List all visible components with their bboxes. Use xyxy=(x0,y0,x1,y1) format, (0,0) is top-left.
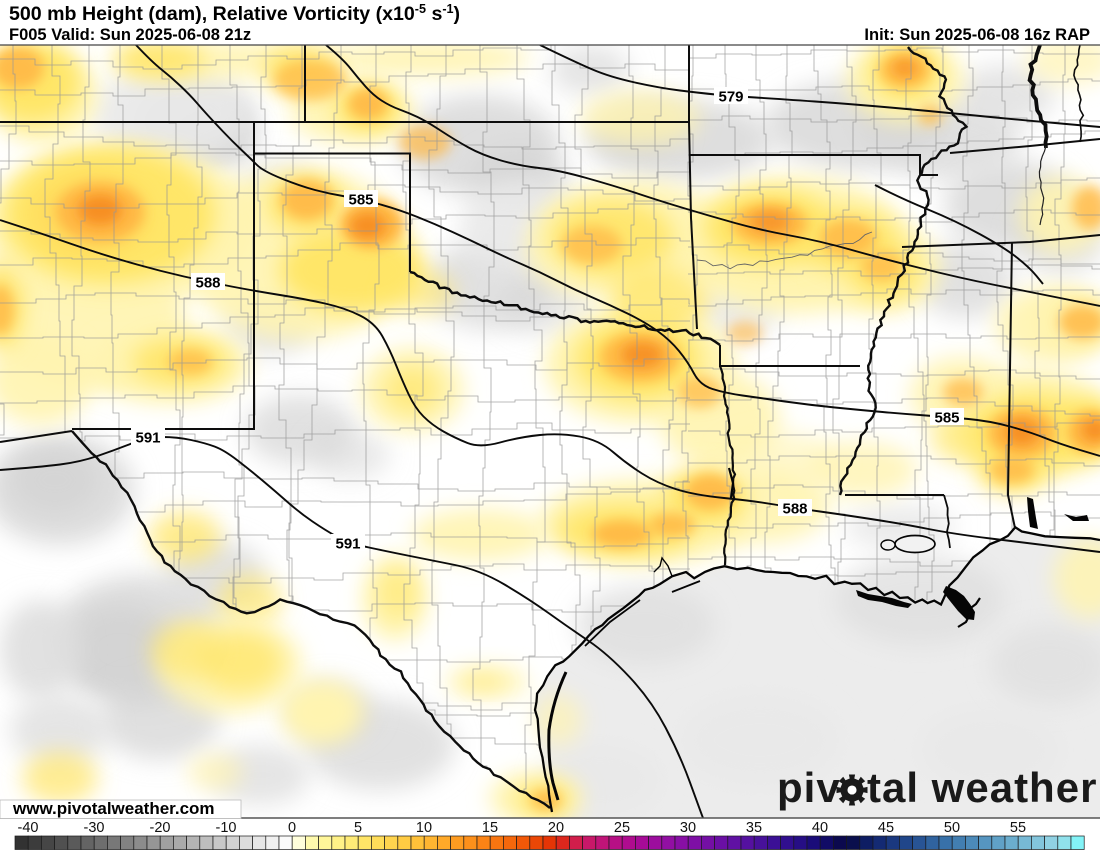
svg-text:35: 35 xyxy=(746,820,762,836)
svg-text:500 mb Height (dam), Relative: 500 mb Height (dam), Relative Vorticity … xyxy=(9,2,460,25)
svg-text:50: 50 xyxy=(944,820,960,836)
svg-text:585: 585 xyxy=(348,192,373,209)
svg-text:10: 10 xyxy=(416,820,432,836)
svg-text:55: 55 xyxy=(1010,820,1026,836)
svg-text:-40: -40 xyxy=(18,820,39,836)
svg-text:F005 Valid: Sun 2025-06-08 21z: F005 Valid: Sun 2025-06-08 21z xyxy=(9,26,251,44)
svg-text:-20: -20 xyxy=(150,820,171,836)
svg-text:40: 40 xyxy=(812,820,828,836)
svg-text:20: 20 xyxy=(548,820,564,836)
svg-text:591: 591 xyxy=(135,430,160,447)
svg-text:25: 25 xyxy=(614,820,630,836)
svg-text:588: 588 xyxy=(782,501,807,518)
svg-text:-30: -30 xyxy=(84,820,105,836)
svg-text:585: 585 xyxy=(934,410,959,427)
svg-text:45: 45 xyxy=(878,820,894,836)
svg-text:588: 588 xyxy=(195,275,220,292)
svg-text:-10: -10 xyxy=(216,820,237,836)
svg-text:piv: piv xyxy=(777,764,841,811)
svg-text:579: 579 xyxy=(718,89,743,106)
svg-text:15: 15 xyxy=(482,820,498,836)
svg-text:591: 591 xyxy=(335,536,360,553)
svg-text:www.pivotalweather.com: www.pivotalweather.com xyxy=(12,799,215,818)
svg-text:30: 30 xyxy=(680,820,696,836)
svg-text:0: 0 xyxy=(288,820,296,836)
svg-text:5: 5 xyxy=(354,820,362,836)
svg-text:tal weather: tal weather xyxy=(867,764,1097,811)
svg-text:Init: Sun 2025-06-08 16z RAP: Init: Sun 2025-06-08 16z RAP xyxy=(864,26,1090,44)
